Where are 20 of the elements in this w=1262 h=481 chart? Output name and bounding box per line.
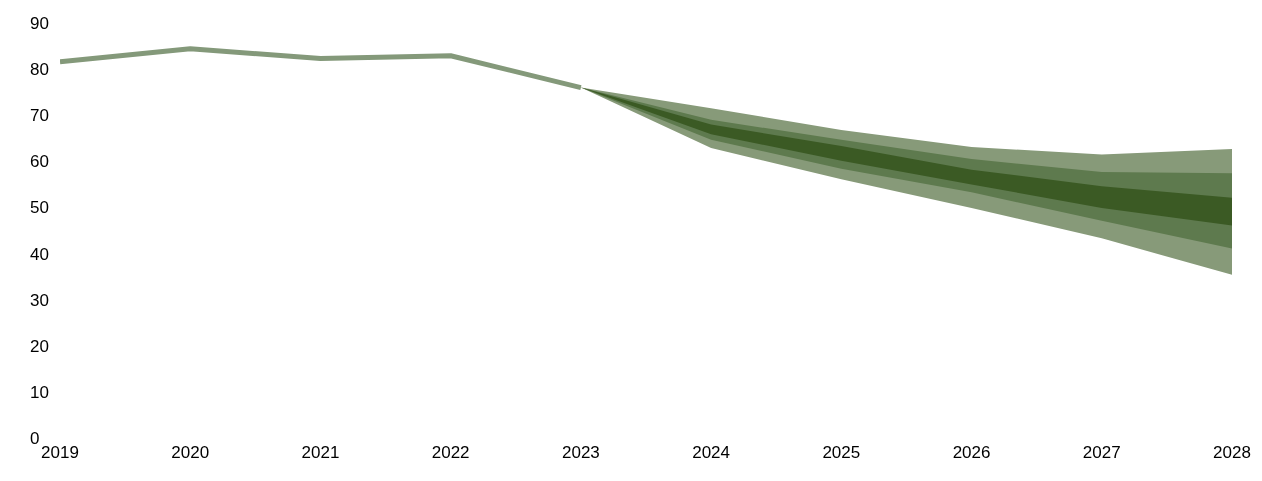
- y-tick-label: 40: [30, 244, 49, 264]
- x-tick-label: 2021: [301, 443, 340, 463]
- y-tick-label: 0: [30, 429, 40, 449]
- y-tick-label: 10: [30, 382, 49, 402]
- x-tick-label: 2027: [1082, 443, 1121, 463]
- y-tick-label: 50: [30, 198, 49, 218]
- x-tick-label: 2025: [822, 443, 861, 463]
- x-tick-label: 2023: [561, 443, 600, 463]
- y-tick-label: 30: [30, 290, 49, 310]
- x-tick-label: 2026: [952, 443, 991, 463]
- y-tick-label: 20: [30, 336, 49, 356]
- x-tick-label: 2024: [692, 443, 731, 463]
- y-tick-label: 90: [30, 14, 49, 34]
- x-tick-label: 2020: [171, 443, 210, 463]
- y-tick-label: 80: [30, 60, 49, 80]
- x-tick-label: 2019: [41, 443, 79, 463]
- x-tick-label: 2028: [1213, 443, 1251, 463]
- x-tick-label: 2022: [431, 443, 470, 463]
- y-tick-label: 60: [30, 152, 49, 172]
- y-tick-label: 70: [30, 106, 49, 126]
